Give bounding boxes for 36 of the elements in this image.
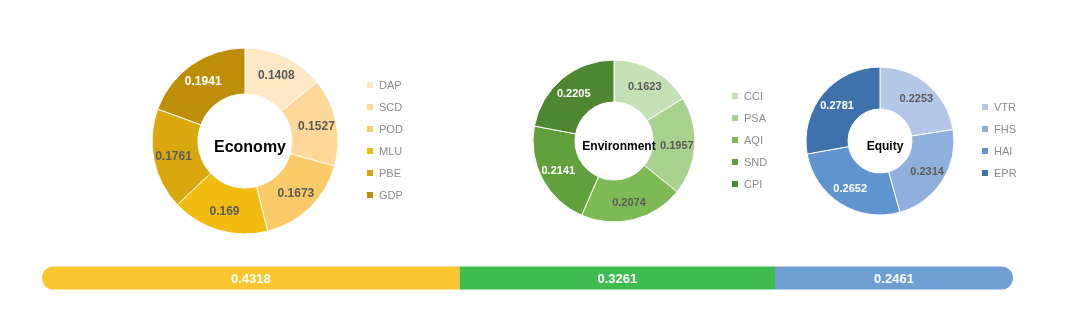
data-label: 0.2461: [874, 270, 914, 286]
legend-label: CPI: [744, 178, 763, 190]
legend-label: EPR: [994, 167, 1017, 179]
data-label: 0.1941: [184, 74, 222, 89]
legend-label: AQI: [744, 134, 763, 146]
data-label: 0.1673: [277, 186, 315, 201]
legend-label: GDP: [379, 189, 403, 201]
legend-label: PSA: [744, 112, 767, 124]
data-label: 0.2074: [612, 196, 647, 209]
legend-label: MLU: [379, 145, 403, 157]
legend-label: HAI: [994, 145, 1013, 157]
data-label: 0.2253: [899, 92, 934, 105]
data-label: 0.2314: [910, 165, 945, 178]
text: Environment: [582, 139, 656, 153]
data-label: 0.169: [209, 204, 240, 219]
legend-label: SND: [744, 156, 768, 168]
data-label: 0.2652: [833, 182, 868, 195]
data-label: 0.3261: [597, 270, 638, 286]
data-label: 0.4318: [230, 270, 271, 286]
data-label: 0.2141: [541, 164, 576, 177]
legend-label: FHS: [994, 123, 1016, 135]
data-label: 0.1761: [155, 148, 193, 163]
legend-label: DAP: [379, 79, 402, 91]
data-label: 0.1957: [660, 139, 694, 152]
data-label: 0.1408: [257, 68, 295, 83]
text: Economy: [213, 137, 287, 155]
legend-label: PBE: [379, 167, 402, 179]
legend-label: VTR: [994, 101, 1017, 113]
legend-label: SCD: [379, 101, 403, 113]
data-label: 0.1527: [298, 119, 336, 134]
legend-label: CCI: [744, 90, 763, 102]
data-label: 0.1623: [627, 80, 662, 93]
legend-label: POD: [379, 123, 403, 135]
data-label: 0.2781: [820, 99, 854, 112]
data-label: 0.2205: [556, 86, 591, 99]
text: Equity: [866, 139, 904, 153]
